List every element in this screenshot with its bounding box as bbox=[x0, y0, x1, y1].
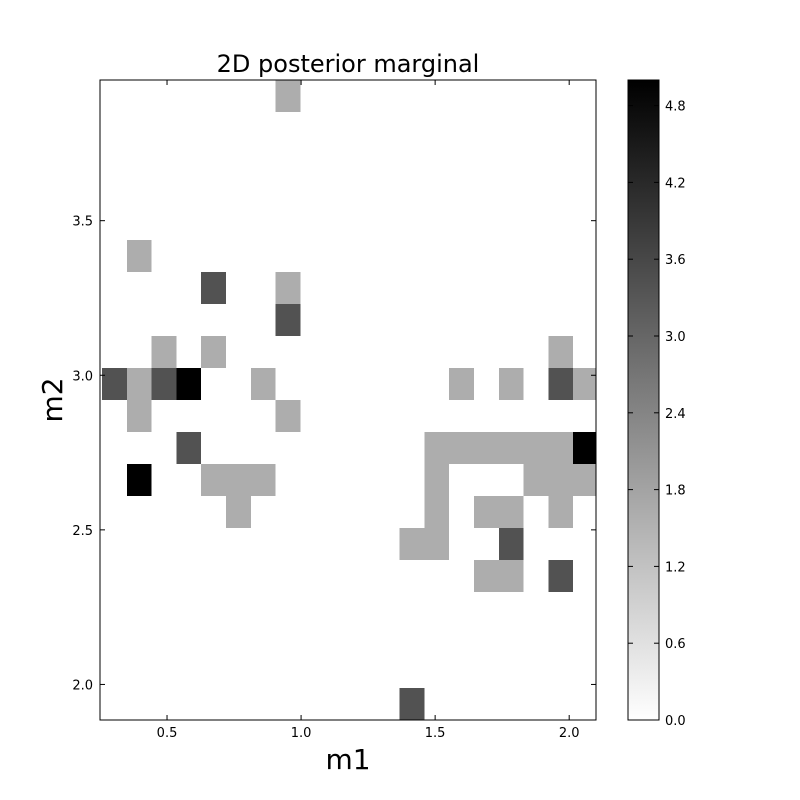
x-tick-label: 1.0 bbox=[291, 726, 312, 741]
heatmap-cell bbox=[573, 464, 596, 496]
heatmap-cell bbox=[498, 368, 524, 400]
heatmap-cell bbox=[548, 336, 574, 368]
heatmap-cells bbox=[102, 80, 596, 720]
heatmap-cell bbox=[573, 368, 596, 400]
heatmap-cell bbox=[474, 496, 499, 528]
x-axis-ticks: 0.5 1.0 1.5 2.0 bbox=[157, 80, 580, 741]
colorbar-ticks: 0.0 0.6 1.2 1.8 2.4 3.0 3.6 4.2 4.8 bbox=[628, 100, 686, 729]
heatmap-cell bbox=[399, 528, 425, 560]
y-tick-label: 3.0 bbox=[72, 369, 93, 384]
heatmap-cell bbox=[498, 496, 524, 528]
plot-frame bbox=[99, 79, 597, 721]
colorbar-tick-label: 0.6 bbox=[665, 637, 686, 652]
heatmap-cell bbox=[250, 464, 276, 496]
heatmap-cell bbox=[102, 368, 127, 400]
heatmap-cell bbox=[226, 496, 251, 528]
heatmap-cell bbox=[424, 528, 450, 560]
x-tick-label: 0.5 bbox=[157, 726, 178, 741]
heatmap-cell bbox=[126, 368, 152, 400]
heatmap-cell bbox=[126, 240, 152, 272]
colorbar-tick-label: 4.2 bbox=[665, 176, 686, 191]
heatmap-cell bbox=[201, 464, 227, 496]
heatmap-cell bbox=[548, 560, 574, 592]
y-axis-label: m2 bbox=[36, 377, 69, 422]
heatmap-cell bbox=[548, 368, 574, 400]
colorbar-tick-label: 4.8 bbox=[665, 100, 686, 115]
x-axis-label: m1 bbox=[325, 743, 370, 776]
heatmap-cell bbox=[275, 400, 301, 432]
heatmap-cell bbox=[424, 464, 450, 496]
colorbar bbox=[627, 79, 660, 721]
y-tick-label: 2.0 bbox=[72, 678, 93, 693]
y-tick-label: 2.5 bbox=[72, 524, 93, 539]
colorbar-tick-label: 3.6 bbox=[665, 253, 686, 268]
heatmap-cell bbox=[548, 464, 574, 496]
colorbar-tick-label: 0.0 bbox=[665, 714, 686, 729]
heatmap-cell bbox=[523, 464, 549, 496]
heatmap-cell bbox=[498, 528, 524, 560]
x-tick-label: 2.0 bbox=[559, 726, 580, 741]
heatmap-cell bbox=[275, 304, 301, 336]
heatmap-cell bbox=[424, 496, 450, 528]
heatmap-cell bbox=[250, 368, 276, 400]
heatmap-cell bbox=[275, 272, 301, 304]
colorbar-tick-label: 1.2 bbox=[665, 560, 686, 575]
y-tick-label: 3.5 bbox=[72, 215, 93, 230]
heatmap-cell bbox=[176, 368, 202, 400]
y-axis-ticks: 2.0 2.5 3.0 3.5 bbox=[72, 215, 596, 693]
colorbar-tick-label: 1.8 bbox=[665, 484, 686, 499]
heatmap-cell bbox=[474, 560, 499, 592]
colorbar-tick-label: 3.0 bbox=[665, 330, 686, 345]
heatmap-cell bbox=[151, 368, 177, 400]
chart-title: 2D posterior marginal bbox=[217, 50, 480, 78]
heatmap-cell bbox=[126, 400, 152, 432]
heatmap-cell bbox=[201, 272, 227, 304]
heatmap-cell bbox=[176, 432, 202, 464]
x-tick-label: 1.5 bbox=[425, 726, 446, 741]
heatmap-cell bbox=[226, 464, 251, 496]
heatmap-cell bbox=[548, 496, 574, 528]
heatmap-cell bbox=[449, 432, 475, 464]
heatmap-cell bbox=[523, 432, 549, 464]
heatmap-cell bbox=[424, 432, 450, 464]
heatmap-cell bbox=[201, 336, 227, 368]
heatmap-cell bbox=[498, 432, 524, 464]
heatmap-cell bbox=[498, 560, 524, 592]
heatmap-cell bbox=[548, 432, 574, 464]
heatmap-cell bbox=[399, 688, 425, 720]
heatmap-cell bbox=[474, 432, 499, 464]
heatmap-cell bbox=[573, 432, 596, 464]
heatmap-cell bbox=[275, 80, 301, 112]
colorbar-tick-label: 2.4 bbox=[665, 407, 686, 422]
heatmap-cell bbox=[449, 368, 475, 400]
heatmap-cell bbox=[126, 464, 152, 496]
heatmap-cell bbox=[151, 336, 177, 368]
